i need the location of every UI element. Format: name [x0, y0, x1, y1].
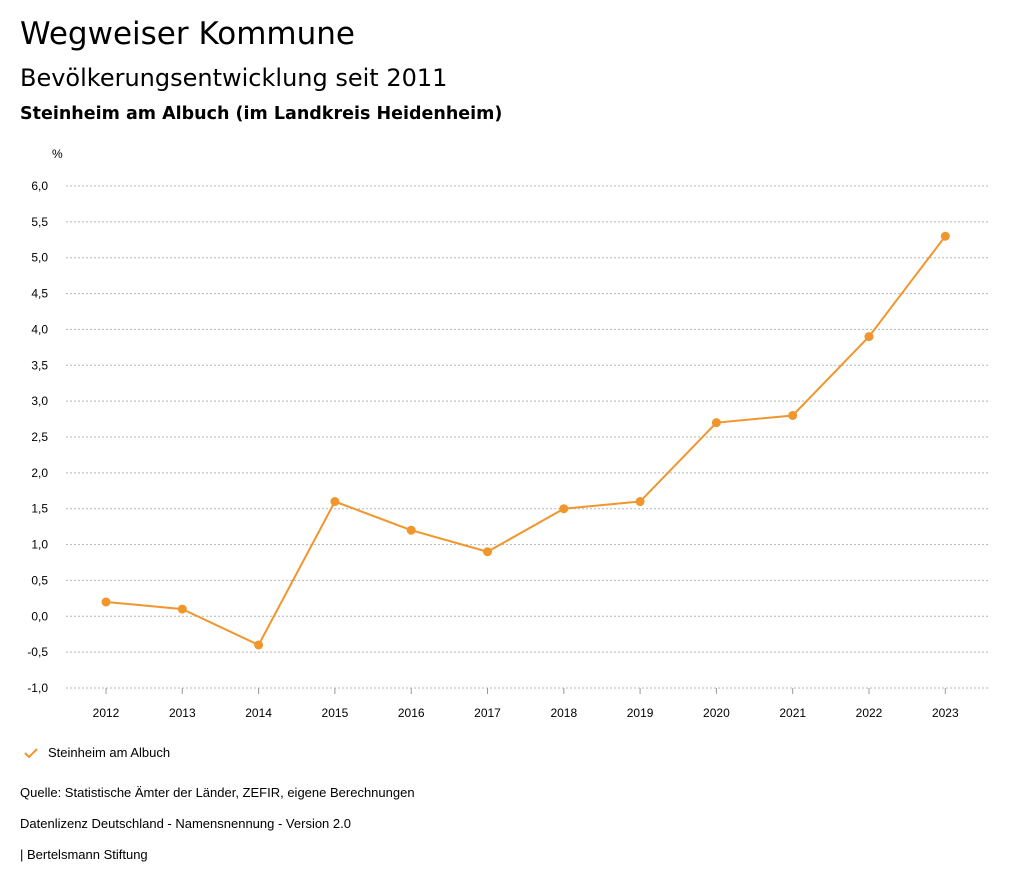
y-tick-label: -0,5	[27, 645, 48, 659]
y-tick-label: 5,0	[31, 251, 48, 265]
data-point	[406, 525, 416, 535]
y-tick-label: 3,0	[31, 394, 48, 408]
y-tick-label: 0,5	[31, 573, 48, 587]
y-tick-label: 2,0	[31, 466, 48, 480]
y-tick-label: 5,5	[31, 215, 48, 229]
publisher-note: | Bertelsmann Stiftung	[20, 847, 148, 862]
data-point	[177, 604, 187, 614]
page-title: Wegweiser Kommune	[20, 16, 355, 52]
line-chart: % 6,0 5,5 5,0 4,5 4,0 3,5 3,0 2,5 2,0 1,5 1,0 0,5 0,0…	[27, 147, 990, 720]
series-line	[105, 235, 947, 647]
y-axis-unit-label: %	[52, 147, 63, 161]
x-tick-label: 2015	[322, 706, 349, 720]
data-point	[711, 418, 721, 428]
x-tick-label: 2012	[93, 706, 120, 720]
y-tick-label: 6,0	[31, 179, 48, 193]
y-tick-label: 2,5	[31, 430, 48, 444]
data-point	[254, 640, 264, 650]
y-tick-label: 1,0	[31, 538, 48, 552]
data-point	[940, 231, 950, 241]
x-tick-label: 2017	[474, 706, 501, 720]
x-tick-label: 2020	[703, 706, 730, 720]
data-point	[483, 547, 492, 557]
legend[interactable]: Steinheim am Albuch	[24, 745, 170, 760]
data-point	[788, 410, 798, 420]
x-tick-label: 2016	[398, 706, 425, 720]
y-tick-label: 1,5	[31, 502, 48, 516]
x-tick-label: 2013	[169, 706, 196, 720]
region-title: Steinheim am Albuch (im Landkreis Heiden…	[20, 104, 503, 124]
license-note: Datenlizenz Deutschland - Namensnennung …	[20, 816, 351, 831]
data-point	[101, 597, 111, 607]
source-note: Quelle: Statistische Ämter der Länder, Z…	[20, 785, 415, 800]
data-point	[330, 497, 340, 507]
data-point	[864, 332, 874, 342]
check-icon	[24, 747, 38, 758]
data-point	[559, 504, 569, 514]
x-tick-label: 2019	[627, 706, 654, 720]
x-tick-label: 2021	[779, 706, 806, 720]
y-tick-label: 0,0	[31, 609, 48, 623]
legend-label: Steinheim am Albuch	[48, 745, 171, 760]
y-tick-label: -1,0	[27, 681, 48, 695]
chart-subtitle: Bevölkerungsentwicklung seit 2011	[20, 64, 448, 92]
x-tick-label: 2022	[856, 706, 883, 720]
data-point	[635, 497, 645, 507]
y-tick-label: 3,5	[31, 358, 48, 372]
y-tick-label: 4,0	[31, 322, 48, 336]
x-tick-label: 2014	[245, 706, 272, 720]
x-tick-label: 2023	[932, 706, 959, 720]
x-tick-label: 2018	[550, 706, 577, 720]
y-tick-label: 4,5	[31, 287, 48, 301]
